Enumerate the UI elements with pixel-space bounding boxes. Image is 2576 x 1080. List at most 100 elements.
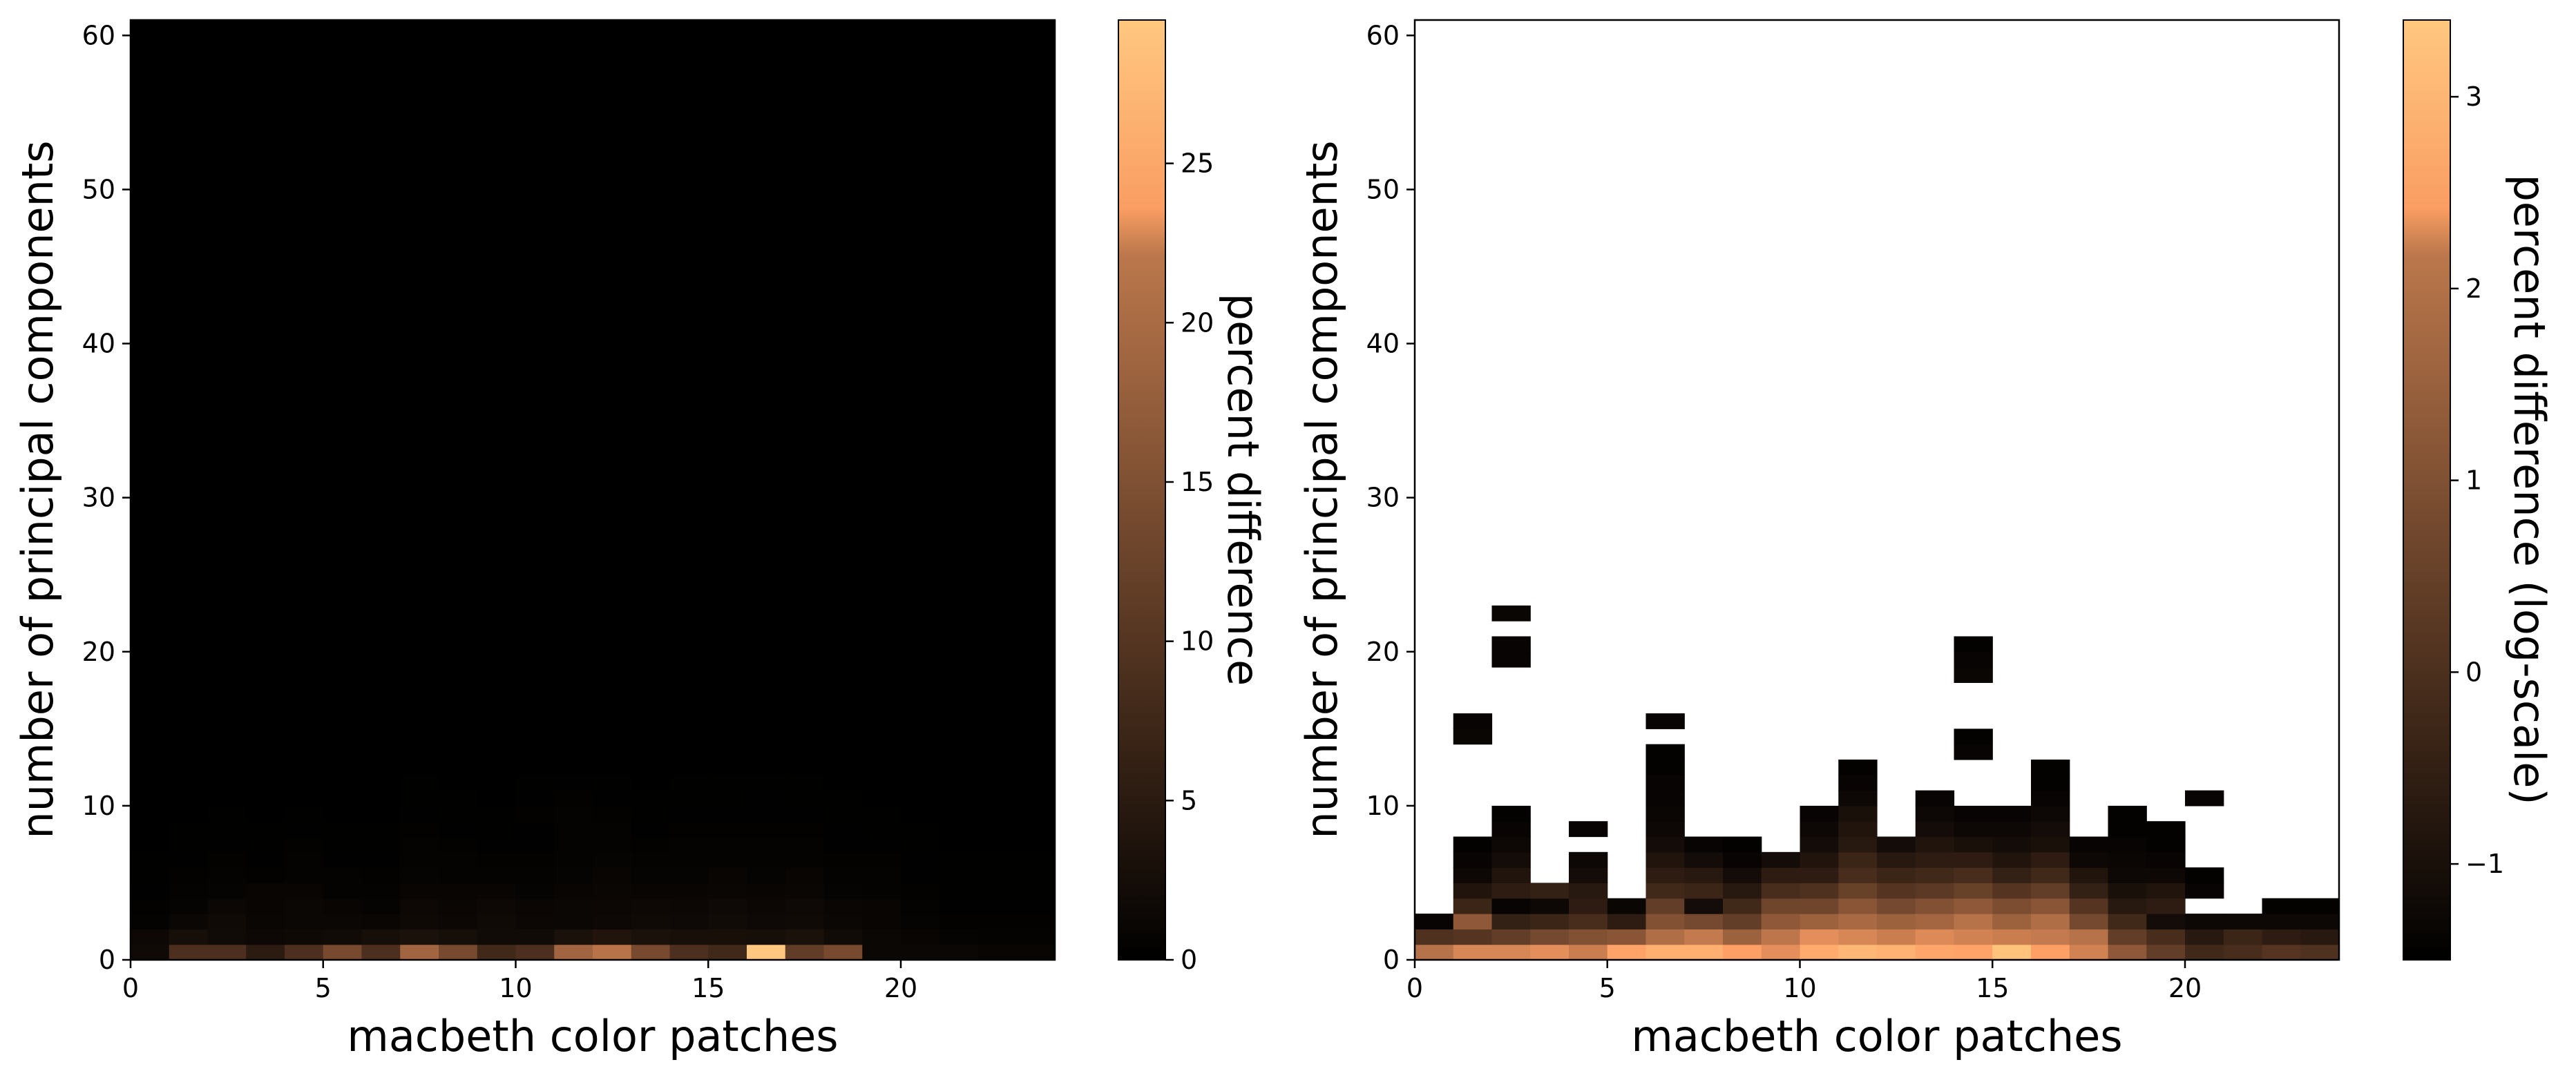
heatmap-cell bbox=[323, 914, 363, 929]
heatmap-cell bbox=[977, 898, 1017, 914]
heatmap-cell bbox=[361, 914, 401, 929]
heatmap-cell bbox=[400, 898, 439, 914]
heatmap-cell bbox=[862, 944, 901, 961]
heatmap-cell bbox=[901, 821, 940, 838]
heatmap-cell bbox=[1992, 944, 2032, 961]
heatmap-cell bbox=[708, 821, 747, 838]
heatmap-cell bbox=[207, 944, 247, 961]
heatmap-cell bbox=[708, 944, 747, 961]
heatmap-cell bbox=[2031, 836, 2070, 853]
heatmap-cell bbox=[2185, 929, 2224, 945]
heatmap-cell bbox=[400, 790, 439, 807]
heatmap-cell bbox=[554, 790, 593, 807]
heatmap-cell bbox=[246, 836, 285, 853]
heatmap-cell bbox=[1684, 898, 1724, 914]
heatmap-cell bbox=[669, 944, 709, 961]
heatmap-cell bbox=[169, 867, 209, 884]
heatmap-cell bbox=[1569, 944, 1608, 961]
heatmap-cell bbox=[593, 790, 632, 807]
heatmap-cell bbox=[708, 851, 747, 868]
colorbar-tick-label: 15 bbox=[1181, 467, 1214, 497]
heatmap-cell bbox=[1992, 851, 2032, 868]
colorbar-tick-label: 20 bbox=[1181, 307, 1214, 338]
heatmap-cell bbox=[554, 898, 593, 914]
heatmap-cell bbox=[631, 898, 671, 914]
heatmap-cell bbox=[2262, 914, 2301, 929]
heatmap-cell bbox=[1954, 805, 1993, 822]
heatmap-cell bbox=[747, 944, 786, 961]
heatmap-cell bbox=[747, 914, 786, 929]
heatmap-cell bbox=[631, 914, 671, 929]
heatmap-cell bbox=[1838, 790, 1878, 807]
heatmap-cell bbox=[708, 790, 747, 807]
heatmap-cell bbox=[400, 851, 439, 868]
heatmap-cell bbox=[515, 775, 555, 791]
heatmap-cell bbox=[862, 821, 901, 838]
heatmap-cell bbox=[1684, 944, 1724, 961]
heatmap-cell bbox=[131, 944, 170, 961]
heatmap-cell bbox=[285, 851, 324, 868]
heatmap-cell bbox=[400, 805, 439, 822]
heatmap-cell bbox=[1877, 914, 1916, 929]
heatmap-cell bbox=[2031, 805, 2070, 822]
heatmap-cell bbox=[1954, 914, 1993, 929]
heatmap-cell bbox=[1800, 851, 1839, 868]
heatmap-cell bbox=[1992, 805, 2032, 822]
heatmap-cell bbox=[439, 898, 478, 914]
heatmap-cell bbox=[1645, 759, 1685, 775]
heatmap-cell bbox=[477, 929, 517, 945]
heatmap-cell bbox=[631, 867, 671, 884]
heatmap-cell bbox=[515, 914, 555, 929]
heatmap-cell bbox=[785, 914, 825, 929]
heatmap-cell bbox=[2069, 914, 2109, 929]
heatmap-cell bbox=[2146, 883, 2186, 899]
heatmap-cell bbox=[554, 821, 593, 838]
heatmap-cell bbox=[1530, 929, 1570, 945]
heatmap-cell bbox=[1954, 729, 1993, 745]
heatmap-cell bbox=[708, 867, 747, 884]
heatmap-cell bbox=[1761, 851, 1801, 868]
heatmap-cell bbox=[2069, 929, 2109, 945]
heatmap-cell bbox=[400, 929, 439, 945]
heatmap-cell bbox=[131, 898, 170, 914]
heatmap-cell bbox=[285, 821, 324, 838]
heatmap-cell bbox=[1645, 821, 1685, 838]
heatmap-cell bbox=[977, 914, 1017, 929]
heatmap-cell bbox=[246, 898, 285, 914]
heatmap-cell bbox=[862, 805, 901, 822]
heatmap-cell bbox=[515, 929, 555, 945]
heatmap-cell bbox=[1954, 836, 1993, 853]
heatmap-cell bbox=[785, 851, 825, 868]
heatmap-cell bbox=[2300, 914, 2340, 929]
heatmap-cell bbox=[1915, 867, 1955, 884]
heatmap-cell bbox=[1530, 883, 1570, 899]
heatmap-cell bbox=[631, 929, 671, 945]
heatmap-cell bbox=[323, 851, 363, 868]
heatmap-cell bbox=[515, 944, 555, 961]
heatmap-cell bbox=[246, 821, 285, 838]
heatmap-cell bbox=[246, 851, 285, 868]
heatmap-cell bbox=[246, 883, 285, 899]
heatmap-cell bbox=[323, 867, 363, 884]
heatmap-cell bbox=[169, 836, 209, 853]
heatmap-cell bbox=[1800, 944, 1839, 961]
heatmap-cell bbox=[785, 775, 825, 791]
heatmap-cell bbox=[747, 851, 786, 868]
heatmap-cell bbox=[1800, 883, 1839, 899]
heatmap-cell bbox=[2223, 944, 2263, 961]
heatmap-cell bbox=[669, 836, 709, 853]
heatmap-cell bbox=[1645, 851, 1685, 868]
heatmap-cell bbox=[1016, 883, 1056, 899]
heatmap-cell bbox=[323, 821, 363, 838]
heatmap-cell bbox=[1838, 898, 1878, 914]
heatmap-cell bbox=[439, 851, 478, 868]
heatmap-cell bbox=[669, 914, 709, 929]
heatmap-cell bbox=[901, 836, 940, 853]
heatmap-cell bbox=[2262, 929, 2301, 945]
heatmap-cell bbox=[1645, 805, 1685, 822]
y-tick-label: 20 bbox=[1366, 637, 1400, 667]
heatmap-cell bbox=[708, 836, 747, 853]
heatmap-cell bbox=[2146, 851, 2186, 868]
heatmap-cell bbox=[1723, 883, 1762, 899]
heatmap-cell bbox=[631, 836, 671, 853]
